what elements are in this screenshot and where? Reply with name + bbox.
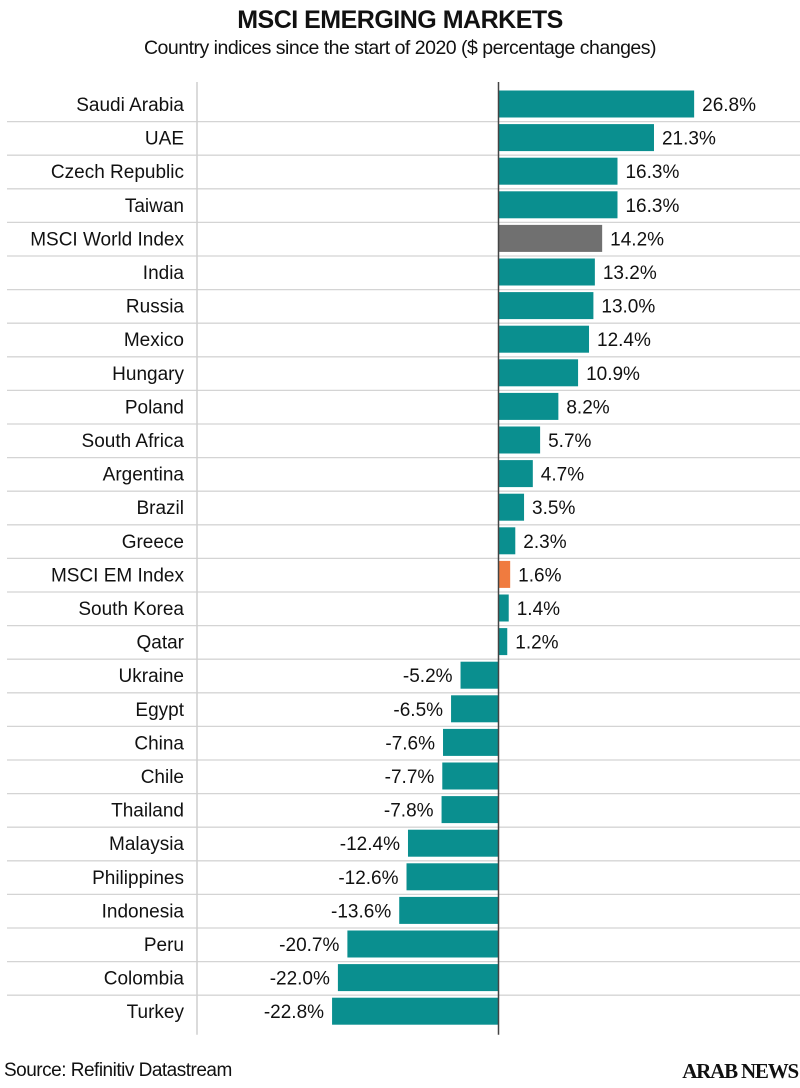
- brand-logo: ARAB NEWS: [682, 1059, 799, 1083]
- category-label: Hungary: [112, 364, 184, 385]
- bar-msci-em-index: [498, 560, 511, 588]
- value-label: 2.3%: [523, 532, 566, 553]
- category-label: Poland: [125, 397, 184, 418]
- value-label: 16.3%: [625, 162, 679, 183]
- value-label: -22.8%: [264, 1002, 324, 1023]
- category-label: Qatar: [136, 633, 184, 654]
- category-label: Ukraine: [119, 666, 184, 687]
- category-label: Saudi Arabia: [76, 95, 184, 116]
- value-label: -12.4%: [340, 834, 400, 855]
- category-label: MSCI EM Index: [51, 565, 185, 586]
- value-label: 14.2%: [610, 229, 664, 250]
- bar-indonesia: [399, 896, 499, 924]
- bar-chile: [442, 762, 499, 790]
- chart-title: MSCI EMERGING MARKETS: [237, 6, 563, 34]
- bar-ukraine: [460, 661, 499, 689]
- bar-thailand: [441, 796, 499, 824]
- bar-saudi-arabia: [498, 90, 695, 118]
- bar-turkey: [332, 997, 499, 1025]
- value-label: 1.2%: [515, 633, 558, 654]
- value-label: 8.2%: [566, 397, 609, 418]
- category-label: Turkey: [127, 1002, 185, 1023]
- bar-qatar: [498, 628, 508, 656]
- bar-philippines: [406, 863, 499, 891]
- value-label: -7.7%: [385, 767, 435, 788]
- bar-peru: [347, 930, 499, 958]
- bar-south-africa: [498, 426, 541, 454]
- category-label: South Africa: [82, 431, 185, 452]
- value-label: 3.5%: [532, 498, 575, 519]
- value-label: 12.4%: [597, 330, 651, 351]
- category-label: Taiwan: [125, 196, 184, 217]
- bar-mexico: [498, 325, 590, 353]
- category-label: China: [134, 733, 184, 754]
- category-label: Malaysia: [109, 834, 184, 855]
- value-label: 13.2%: [603, 263, 657, 284]
- value-label: -5.2%: [403, 666, 453, 687]
- category-label: Argentina: [103, 465, 185, 486]
- category-label: Brazil: [136, 498, 184, 519]
- bar-argentina: [498, 460, 533, 488]
- value-label: 26.8%: [702, 95, 756, 116]
- value-label: -7.6%: [385, 733, 435, 754]
- bar-poland: [498, 392, 559, 420]
- value-label: -22.0%: [270, 969, 330, 990]
- bar-russia: [498, 292, 594, 320]
- value-label: -13.6%: [331, 901, 391, 922]
- labels: Saudi Arabia 26.8% UAE 21.3% Czech Republic 1…: [30, 95, 756, 1023]
- value-label: 5.7%: [548, 431, 591, 452]
- value-label: -20.7%: [279, 935, 339, 956]
- value-label: 21.3%: [662, 129, 716, 150]
- chart-subtitle: Country indices since the start of 2020 …: [143, 37, 657, 59]
- category-label: MSCI World Index: [30, 229, 184, 250]
- value-label: -6.5%: [393, 700, 443, 721]
- category-label: Greece: [122, 532, 184, 553]
- bar-brazil: [498, 493, 525, 521]
- category-label: Peru: [144, 935, 184, 956]
- category-label: Indonesia: [102, 901, 185, 922]
- value-label: 13.0%: [601, 297, 655, 318]
- category-label: India: [143, 263, 185, 284]
- category-label: Czech Republic: [51, 162, 184, 183]
- value-label: 4.7%: [541, 465, 584, 486]
- bar-taiwan: [498, 191, 618, 219]
- bar-egypt: [451, 695, 499, 723]
- bar-malaysia: [407, 829, 499, 857]
- category-label: Russia: [126, 297, 185, 318]
- bar-south-korea: [498, 594, 509, 622]
- value-label: -7.8%: [384, 801, 434, 822]
- value-label: 16.3%: [625, 196, 679, 217]
- category-label: Thailand: [111, 801, 184, 822]
- bar-czech-republic: [498, 157, 618, 185]
- value-label: 1.4%: [517, 599, 560, 620]
- category-label: Mexico: [124, 330, 184, 351]
- category-label: Philippines: [92, 868, 184, 889]
- bar-india: [498, 258, 595, 286]
- category-label: UAE: [145, 129, 184, 150]
- bar-uae: [498, 124, 654, 152]
- category-label: Colombia: [104, 969, 185, 990]
- category-label: South Korea: [78, 599, 184, 620]
- bars: [332, 90, 695, 1025]
- bar-china: [443, 728, 499, 756]
- category-label: Chile: [141, 767, 184, 788]
- bar-msci-world-index: [498, 224, 603, 252]
- bar-colombia: [337, 964, 499, 992]
- category-label: Egypt: [135, 700, 184, 721]
- value-label: 1.6%: [518, 565, 561, 586]
- gridlines: [7, 120, 800, 996]
- bar-hungary: [498, 359, 579, 387]
- value-label: 10.9%: [586, 364, 640, 385]
- value-label: -12.6%: [338, 868, 398, 889]
- bar-greece: [498, 527, 516, 555]
- source-note: Source: Refinitiv Datastream: [4, 1060, 232, 1081]
